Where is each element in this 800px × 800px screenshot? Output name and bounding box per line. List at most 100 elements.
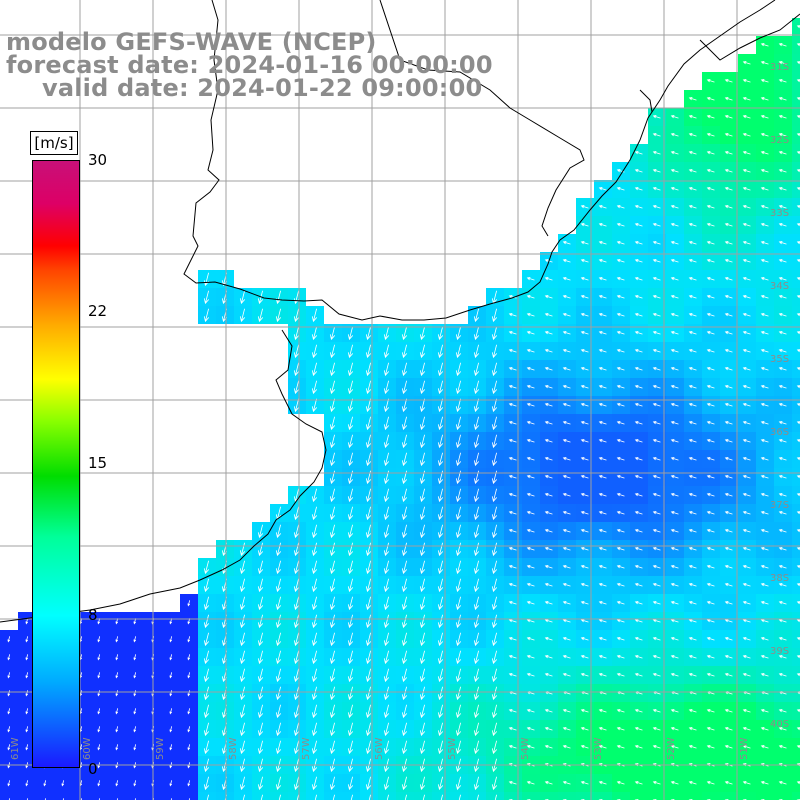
wind-vector-arrow <box>455 668 462 683</box>
wind-vector-arrow <box>526 421 535 425</box>
wind-vector-arrow <box>293 326 300 341</box>
wind-vector-arrow <box>688 439 697 443</box>
wind-vector-arrow <box>526 493 535 497</box>
wind-vector-arrow <box>526 475 535 479</box>
wind-vector-arrow <box>169 726 173 733</box>
wind-speed-cell <box>360 792 378 800</box>
wind-vector-arrow <box>598 259 607 263</box>
wind-vector-arrow <box>760 43 769 47</box>
wind-vector-arrow <box>580 781 589 785</box>
wind-vector-arrow <box>616 367 625 371</box>
wind-vector-arrow <box>350 794 353 800</box>
wind-vector-arrow <box>311 542 318 557</box>
wind-vector-arrow <box>760 655 769 659</box>
wind-speed-cell <box>792 252 800 270</box>
wind-vector-arrow <box>544 331 553 335</box>
wind-vector-arrow <box>383 722 390 737</box>
wind-vector-arrow <box>778 637 787 641</box>
wind-speed-cell <box>792 378 800 396</box>
wind-vector-arrow <box>115 636 119 643</box>
wind-vector-arrow <box>724 745 733 749</box>
wind-vector-arrow <box>419 686 426 701</box>
wind-vector-arrow <box>670 583 679 587</box>
wind-vector-arrow <box>401 704 408 719</box>
wind-vector-arrow <box>706 421 715 425</box>
wind-vector-arrow <box>7 780 11 787</box>
wind-vector-arrow <box>508 745 517 749</box>
wind-vector-arrow <box>491 488 498 503</box>
wind-vector-arrow <box>257 560 264 575</box>
wind-vector-arrow <box>437 704 444 719</box>
wind-vector-arrow <box>508 385 517 389</box>
wind-vector-arrow <box>724 241 733 245</box>
wind-vector-arrow <box>616 331 625 335</box>
wind-vector-arrow <box>275 308 282 323</box>
wind-vector-arrow <box>634 457 643 461</box>
wind-speed-cell <box>792 576 800 594</box>
lat-label: 40S <box>770 719 789 730</box>
wind-vector-arrow <box>796 151 800 155</box>
wind-vector-arrow <box>365 344 372 359</box>
wind-speed-cell <box>630 792 648 800</box>
wind-vector-arrow <box>616 439 625 443</box>
wind-vector-arrow <box>347 776 354 791</box>
wind-vector-arrow <box>688 349 697 353</box>
wind-speed-cell <box>792 180 800 198</box>
lat-label: 39S <box>770 646 789 657</box>
wind-vector-arrow <box>652 277 661 281</box>
wind-vector-arrow <box>760 565 769 569</box>
wind-vector-arrow <box>688 151 697 155</box>
wind-vector-arrow <box>526 601 535 605</box>
wind-vector-arrow <box>133 672 137 679</box>
wind-vector-arrow <box>670 403 679 407</box>
wind-vector-arrow <box>401 326 408 341</box>
wind-vector-arrow <box>778 277 787 281</box>
wind-vector-arrow <box>724 529 733 533</box>
wind-vector-arrow <box>742 349 751 353</box>
wind-vector-arrow <box>562 511 571 515</box>
wind-vector-arrow <box>670 529 679 533</box>
wind-vector-arrow <box>778 493 787 497</box>
wind-vector-arrow <box>742 403 751 407</box>
wind-vector-arrow <box>419 506 426 521</box>
wind-vector-arrow <box>311 308 318 323</box>
wind-vector-arrow <box>419 434 426 449</box>
wind-vector-arrow <box>796 259 800 263</box>
wind-speed-cell <box>162 792 180 800</box>
wind-vector-arrow <box>311 740 318 755</box>
wind-vector-arrow <box>311 722 318 737</box>
wind-vector-arrow <box>422 794 425 800</box>
wind-vector-arrow <box>634 583 643 587</box>
wind-vector-arrow <box>580 223 589 227</box>
wind-vector-arrow <box>187 780 191 787</box>
wind-vector-arrow <box>778 655 787 659</box>
wind-vector-arrow <box>311 632 318 647</box>
wind-speed-cell <box>792 468 800 486</box>
wind-vector-arrow <box>742 331 751 335</box>
wind-vector-arrow <box>652 781 661 785</box>
wind-vector-arrow <box>634 385 643 389</box>
wind-speed-cell <box>792 36 800 54</box>
wind-speed-cell <box>792 288 800 306</box>
wind-vector-arrow <box>652 241 661 245</box>
wind-speed-cell <box>432 792 450 800</box>
wind-vector-arrow <box>760 241 769 245</box>
wind-speed-field <box>0 18 800 800</box>
wind-vector-arrow <box>706 97 715 101</box>
wind-vector-arrow <box>188 798 191 800</box>
wind-vector-arrow <box>383 434 390 449</box>
wind-vector-arrow <box>311 506 318 521</box>
wind-vector-arrow <box>796 331 800 335</box>
wind-vector-arrow <box>365 596 372 611</box>
colorbar-tick: 15 <box>88 454 108 472</box>
wind-vector-arrow <box>329 326 336 341</box>
wind-vector-arrow <box>562 673 571 677</box>
wind-vector-arrow <box>329 344 336 359</box>
wind-vector-arrow <box>491 416 498 431</box>
wind-vector-arrow <box>598 421 607 425</box>
wind-vector-arrow <box>724 115 733 119</box>
wind-vector-arrow <box>580 457 589 461</box>
wind-vector-arrow <box>670 781 679 785</box>
wind-vector-arrow <box>544 313 553 317</box>
wind-vector-arrow <box>401 668 408 683</box>
